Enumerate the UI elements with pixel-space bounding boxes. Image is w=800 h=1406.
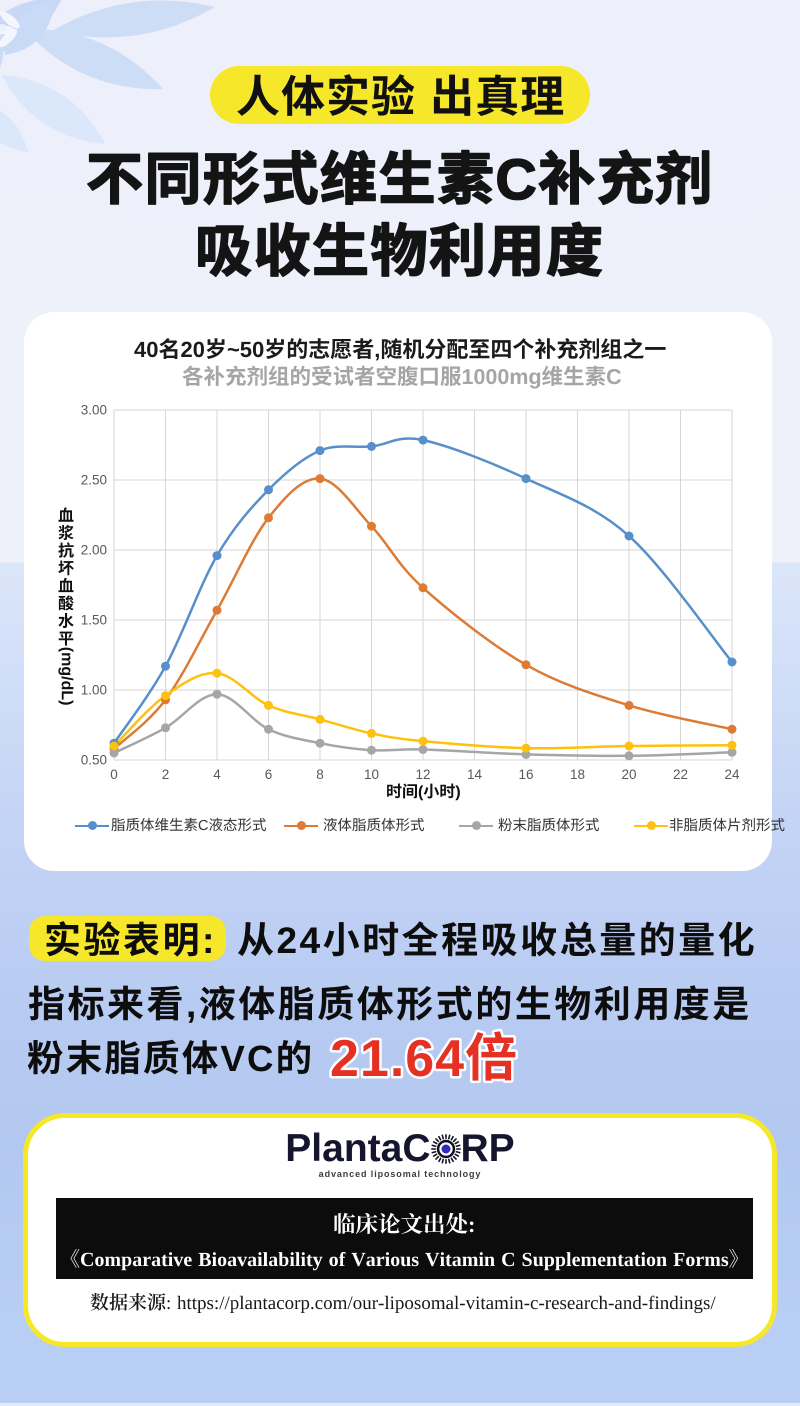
svg-text:6: 6 bbox=[265, 767, 273, 782]
svg-text:2.00: 2.00 bbox=[81, 543, 107, 558]
svg-text:24: 24 bbox=[724, 767, 740, 782]
svg-text:12: 12 bbox=[415, 767, 430, 782]
svg-text:0.50: 0.50 bbox=[81, 753, 107, 768]
svg-text:8: 8 bbox=[316, 767, 324, 782]
svg-text:22: 22 bbox=[673, 767, 688, 782]
svg-text:20: 20 bbox=[621, 767, 636, 782]
svg-text:1.50: 1.50 bbox=[81, 613, 107, 628]
svg-text:4: 4 bbox=[213, 767, 221, 782]
svg-text:14: 14 bbox=[467, 767, 483, 782]
svg-text:16: 16 bbox=[518, 767, 533, 782]
svg-text:2: 2 bbox=[162, 767, 170, 782]
svg-text:10: 10 bbox=[364, 767, 379, 782]
svg-text:0: 0 bbox=[110, 767, 118, 782]
svg-text:1.00: 1.00 bbox=[81, 683, 107, 698]
svg-text:3.00: 3.00 bbox=[81, 403, 107, 418]
svg-text:2.50: 2.50 bbox=[81, 473, 107, 488]
svg-text:18: 18 bbox=[570, 767, 585, 782]
